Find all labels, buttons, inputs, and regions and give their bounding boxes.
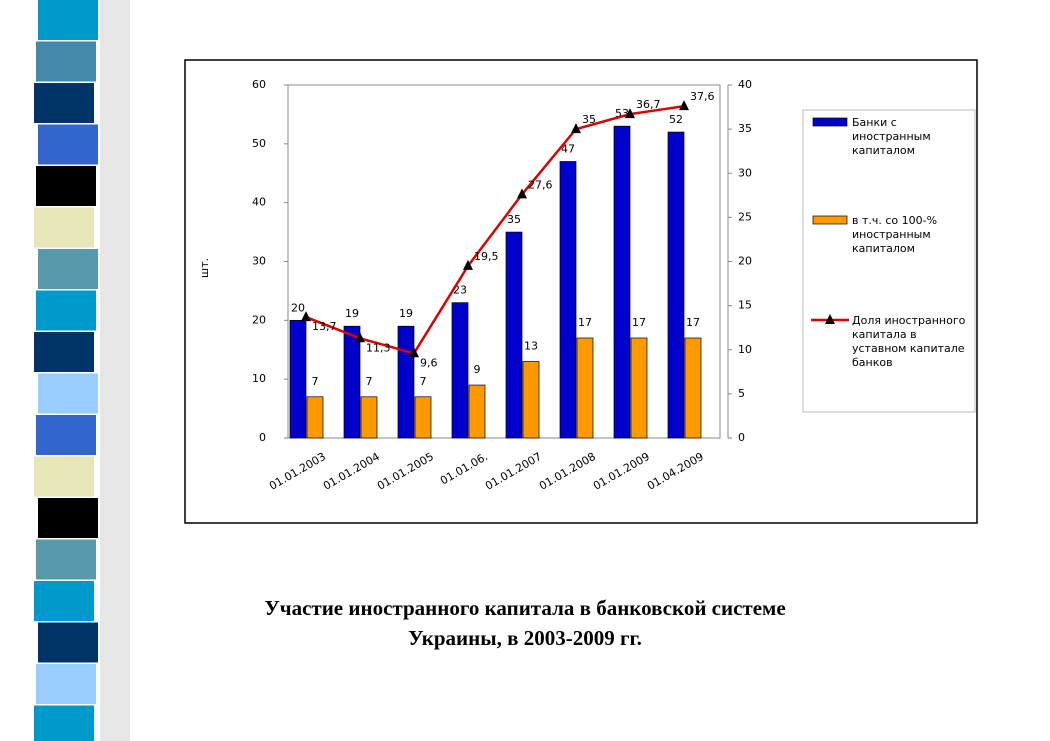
bar [667,131,685,439]
line-marker [463,259,473,270]
line-series [305,104,685,355]
bar [630,337,648,439]
y2-tick-label: 30 [738,166,752,179]
bar-value-label: 7 [420,375,427,388]
line-marker [571,123,581,134]
bar [559,161,577,439]
decor-stripe [34,0,130,741]
line-marker [679,100,689,111]
bar-value-label: 7 [366,375,373,388]
legend-label: в т.ч. со 100-% иностранным капиталом [852,214,938,255]
y2-tick-label: 15 [738,299,752,312]
bar-value-label: 52 [669,113,683,126]
caption-line: Украины, в 2003-2009 гг. [408,626,642,650]
bar-value-label: 17 [632,316,646,329]
line-value-label: 27,6 [528,178,553,191]
bar-value-label: 9 [474,363,481,376]
y2-tick-label: 25 [738,210,752,223]
bar [505,231,523,439]
bar [576,337,594,439]
y-tick-label: 50 [252,137,266,150]
y-tick-label: 30 [252,255,266,268]
bar-value-label: 20 [291,301,305,314]
y2-tick-label: 0 [738,431,745,444]
bar [343,325,361,439]
line-value-label: 11,3 [366,341,391,354]
line-value-label: 36,7 [636,98,661,111]
legend-key-marker [825,314,835,324]
bar-value-label: 23 [453,284,467,297]
bar-value-label: 47 [561,142,575,155]
line-marker [625,108,635,119]
bar [684,337,702,439]
y-tick-label: 10 [252,372,266,385]
line-value-label: 35 [582,113,596,126]
line-value-label: 37,6 [690,90,715,103]
line-marker [409,347,419,358]
y-axis-label: шт. [198,258,211,278]
bar [360,396,378,439]
bar-value-label: 19 [345,307,359,320]
bar-value-label: 17 [578,316,592,329]
bar [613,125,631,439]
line-value-label: 19,5 [474,250,499,263]
y2-tick-label: 35 [738,122,752,135]
caption-line: Участие иностранного капитала в банковск… [264,596,786,620]
line-marker [355,332,365,343]
line-marker [517,188,527,199]
y2-tick-label: 40 [738,78,752,91]
y-tick-label: 60 [252,78,266,91]
bar [414,396,432,439]
y2-tick-label: 10 [738,343,752,356]
bar [451,302,469,439]
bar-value-label: 17 [686,316,700,329]
bar [289,319,307,439]
bar [306,396,324,439]
line-value-label: 13,7 [312,320,337,333]
line-marker [301,311,311,322]
y2-tick-label: 20 [738,255,752,268]
bar-value-label: 19 [399,307,413,320]
legend-box [802,109,976,413]
bar-value-label: 7 [312,375,319,388]
y-tick-label: 0 [259,431,266,444]
bar [522,361,540,439]
y2-tick-label: 5 [738,387,745,400]
bar [468,384,486,439]
bar-value-label: 13 [524,340,538,353]
bar [397,325,415,439]
legend-label: Доля иностранного капитала в уставном ка… [852,314,966,369]
legend-key [812,117,848,127]
legend-key [812,215,848,225]
y-tick-label: 40 [252,196,266,209]
y-tick-label: 20 [252,313,266,326]
bar-value-label: 35 [507,213,521,226]
legend-label: Банки с иностранным капиталом [852,116,931,157]
line-value-label: 9,6 [420,356,438,369]
